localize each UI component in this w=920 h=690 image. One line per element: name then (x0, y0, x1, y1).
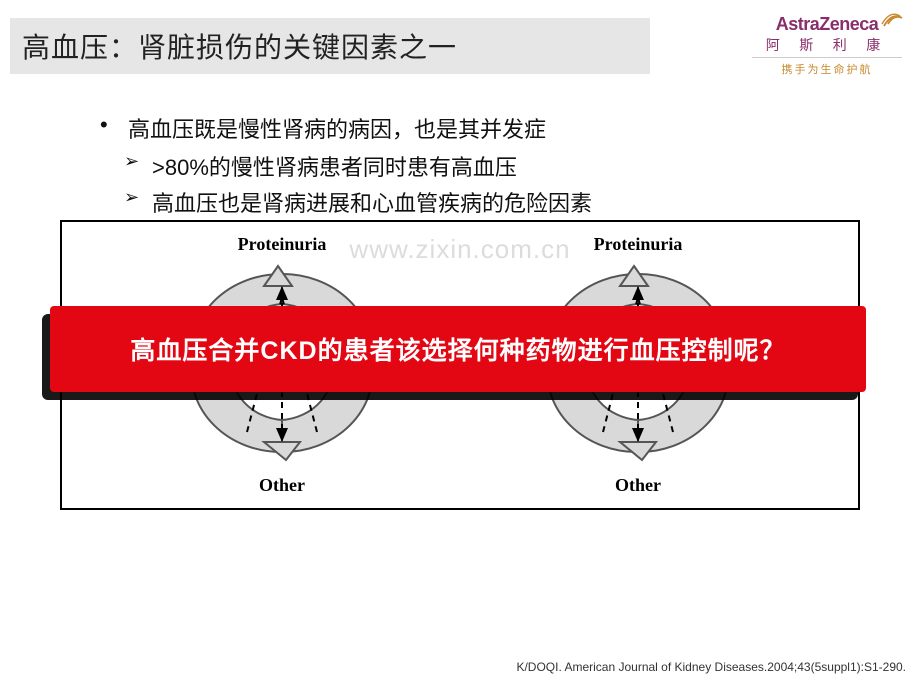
logo-en-text: AstraZeneca (776, 14, 879, 34)
logo-en: AstraZeneca (752, 14, 902, 35)
cycle-right-bot-label: Other (615, 475, 661, 496)
highlight-banner-wrap: 高血压合并CKD的患者该选择何种药物进行血压控制呢？ (50, 306, 870, 398)
title-bar: 高血压：肾脏损伤的关键因素之一 (10, 18, 650, 74)
banner-text: 高血压合并CKD的患者该选择何种药物进行血压控制呢？ (130, 331, 785, 367)
cycle-left-top-label: Proteinuria (238, 234, 327, 255)
bullet-sub-1: >80%的慢性肾病患者同时患有高血压 (124, 150, 820, 182)
company-logo: AstraZeneca 阿 斯 利 康 携手为生命护航 (752, 14, 902, 77)
bullet-sub-2: 高血压也是肾病进展和心血管疾病的危险因素 (124, 186, 820, 218)
cycle-right-top-label: Proteinuria (594, 234, 683, 255)
logo-cn: 阿 斯 利 康 (752, 35, 902, 55)
logo-tagline: 携手为生命护航 (752, 57, 902, 77)
slide-title: 高血压：肾脏损伤的关键因素之一 (22, 26, 457, 66)
logo-swirl-icon (880, 8, 906, 30)
slide: 高血压：肾脏损伤的关键因素之一 AstraZeneca 阿 斯 利 康 携手为生… (0, 0, 920, 690)
cycle-left-bot-label: Other (259, 475, 305, 496)
citation: K/DOQI. American Journal of Kidney Disea… (516, 660, 906, 674)
highlight-banner: 高血压合并CKD的患者该选择何种药物进行血压控制呢？ (50, 306, 866, 392)
bullet-list: 高血压既是慢性肾病的病因，也是其并发症 >80%的慢性肾病患者同时患有高血压 高… (100, 112, 820, 222)
bullet-main: 高血压既是慢性肾病的病因，也是其并发症 (100, 112, 820, 144)
